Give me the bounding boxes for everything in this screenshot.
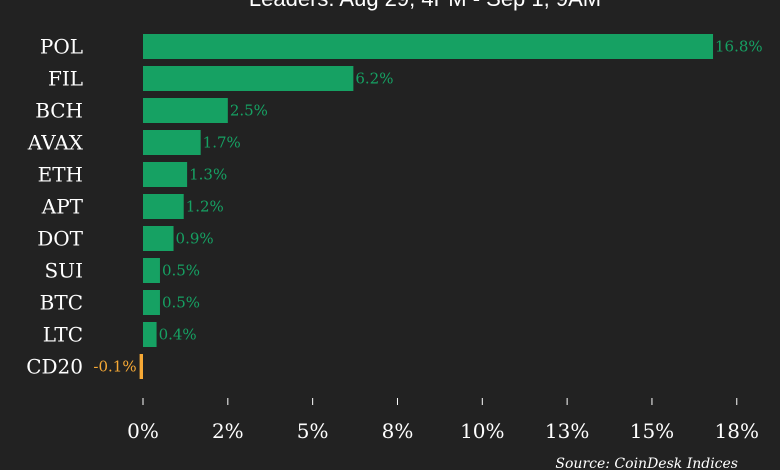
bars-layer: POL 16.8% FIL 6.2% BCH 2.5% AVAX 1.7% ETH 1.3% APT… bbox=[26, 34, 763, 379]
value-label: -0.1% bbox=[93, 358, 136, 376]
category-label: POL bbox=[40, 35, 83, 59]
x-tick-label: 0% bbox=[127, 419, 159, 443]
value-label: 1.3% bbox=[189, 166, 227, 184]
category-label: CD20 bbox=[26, 355, 83, 379]
value-label: 0.4% bbox=[159, 326, 197, 344]
category-label: DOT bbox=[37, 227, 83, 251]
x-tick-label: 2% bbox=[212, 419, 244, 443]
value-label: 16.8% bbox=[715, 38, 763, 56]
bar bbox=[143, 130, 201, 155]
bar bbox=[143, 194, 184, 219]
value-label: 2.5% bbox=[230, 102, 268, 120]
bar bbox=[143, 34, 714, 59]
bar bbox=[143, 290, 160, 315]
x-tick-label: 13% bbox=[545, 419, 589, 443]
bar bbox=[139, 354, 143, 379]
x-tick-label: 8% bbox=[382, 419, 414, 443]
bar bbox=[143, 98, 228, 123]
category-label: APT bbox=[41, 195, 84, 219]
x-tick-label: 18% bbox=[715, 419, 759, 443]
value-label: 6.2% bbox=[355, 70, 393, 88]
category-label: BTC bbox=[40, 291, 83, 315]
category-label: AVAX bbox=[27, 131, 84, 155]
value-label: 0.5% bbox=[162, 262, 200, 280]
value-label: 0.5% bbox=[162, 294, 200, 312]
source-note: Source: CoinDesk Indices bbox=[555, 456, 738, 470]
chart-title: Leaders: Aug 29, 4PM - Sep 1, 9AM bbox=[249, 0, 601, 11]
bar bbox=[143, 258, 160, 283]
x-tick-label: 10% bbox=[460, 419, 504, 443]
value-label: 1.2% bbox=[186, 198, 224, 216]
x-tick-label: 5% bbox=[297, 419, 329, 443]
x-axis-ticks: 0% 2% 5% 8% 10% 13% 15% 18% bbox=[127, 398, 759, 443]
category-label: ETH bbox=[38, 163, 83, 187]
bar bbox=[143, 162, 188, 187]
bar bbox=[143, 322, 157, 347]
bar bbox=[143, 66, 354, 91]
category-label: LTC bbox=[43, 323, 83, 347]
category-label: SUI bbox=[45, 259, 83, 283]
bar bbox=[143, 226, 174, 251]
category-label: BCH bbox=[35, 99, 83, 123]
value-label: 0.9% bbox=[176, 230, 214, 248]
value-label: 1.7% bbox=[203, 134, 241, 152]
category-label: FIL bbox=[48, 67, 83, 91]
x-tick-label: 15% bbox=[630, 419, 674, 443]
